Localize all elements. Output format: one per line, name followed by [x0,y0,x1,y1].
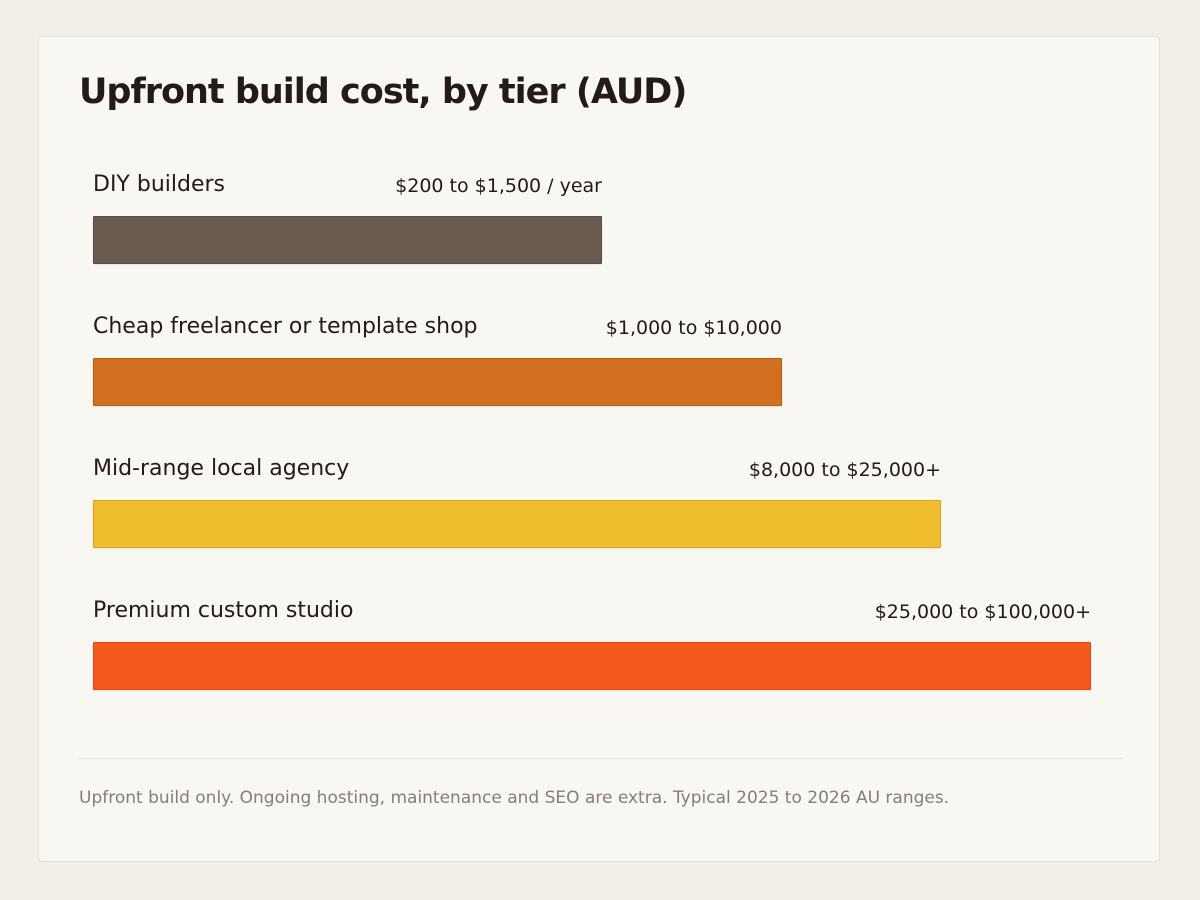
value-label: $25,000 to $100,000+ [874,601,1091,623]
category-label: Cheap freelancer or template shop [93,314,478,339]
divider [79,758,1123,759]
bar [93,500,941,548]
footnote: Upfront build only. Ongoing hosting, mai… [79,788,950,808]
value-label: $1,000 to $10,000 [605,317,782,339]
bar-chart: DIY builders $200 to $1,500 / year Cheap f… [39,37,1161,863]
chart-title: Upfront build cost, by tier (AUD) [79,72,687,112]
bar [93,642,1091,690]
category-label: Mid-range local agency [93,456,350,481]
value-label: $8,000 to $25,000+ [748,459,941,481]
bar [93,358,782,406]
value-label: $200 to $1,500 / year [395,175,602,197]
chart-card: Upfront build cost, by tier (AUD) DIY bu… [38,36,1160,862]
bar [93,216,602,264]
category-label: DIY builders [93,172,225,197]
category-label: Premium custom studio [93,598,354,623]
